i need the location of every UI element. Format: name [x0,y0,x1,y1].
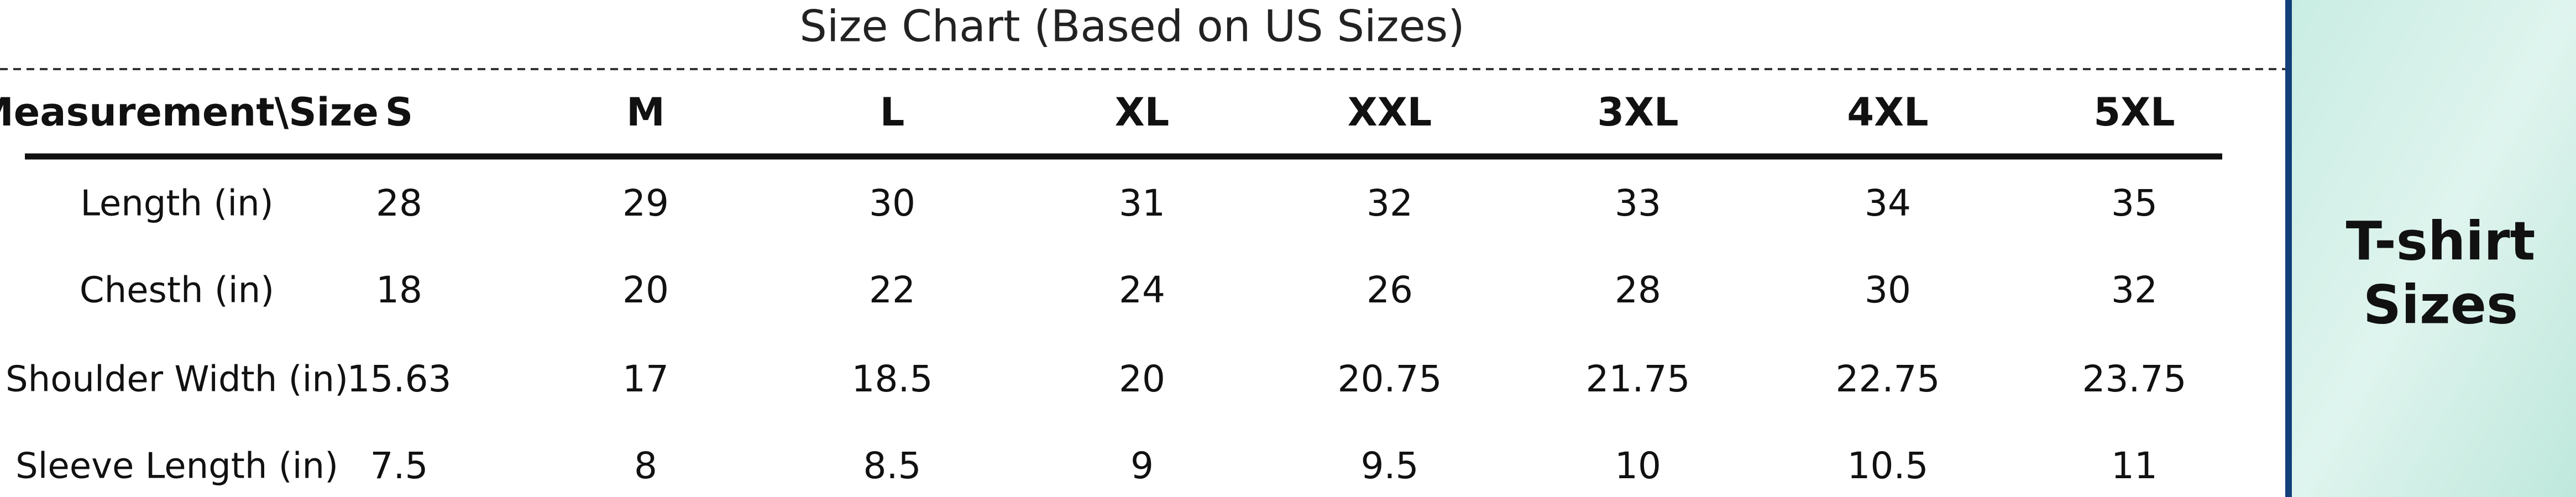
table-cell: 20 [1119,358,1165,400]
table-cell: 17 [622,358,669,400]
table-cell: 34 [1865,182,1911,224]
table-cell: 32 [2111,269,2158,311]
table-cell: 28 [376,182,422,224]
table-cell: 31 [1119,182,1165,224]
table-cell: 33 [1615,182,1661,224]
table-cell: 20 [622,269,669,311]
chart-title: Size Chart (Based on US Sizes) [799,2,1464,51]
side-border [2285,0,2292,497]
table-cell: 22.75 [1836,358,1940,400]
table-cell: 35 [2111,182,2158,224]
row-label: Chesth (in) [80,270,274,311]
table-cell: 7.5 [370,444,428,487]
table-cell: 8.5 [863,444,922,487]
header-cell: 5XL [2093,90,2175,135]
table-cell: 21.75 [1586,358,1690,400]
table-cell: 18 [376,269,422,311]
table-cell: 32 [1366,182,1413,224]
side-panel [2292,0,2576,497]
row-label: Length (in) [80,184,273,224]
table-cell: 15.63 [347,358,452,400]
row-label: Shoulder Width (in) [6,359,348,400]
table-cell: 29 [622,182,669,224]
table-cell: 23.75 [2082,358,2187,400]
table-cell: 20.75 [1338,358,1442,400]
table-cell: 8 [634,444,657,487]
side-title: T-shirt [2346,210,2536,272]
table-cell: 22 [869,269,915,311]
header-cell: XL [1115,90,1170,135]
table: Measurement\Size S M L XL XXL 3XL 4XL 5XL Length … [0,90,2186,487]
table-cell: 11 [2111,444,2158,487]
table-cell: 28 [1615,269,1661,311]
header-cell: Measurement\Size [0,90,379,135]
table-cell: 26 [1366,269,1413,311]
table-cell: 30 [1865,269,1911,311]
table-cell: 9 [1130,444,1154,487]
header-cell: XXL [1348,90,1432,135]
table-cell: 30 [869,182,915,224]
table-cell: 24 [1119,269,1165,311]
table-cell: 18.5 [852,358,933,400]
header-cell: 4XL [1847,90,1928,135]
side-title: Sizes [2363,274,2518,336]
header-cell: 3XL [1597,90,1678,135]
header-cell: L [880,90,905,135]
header-cell: S [385,90,413,135]
header-cell: M [626,90,665,135]
table-cell: 10 [1615,444,1661,487]
table-cell: 9.5 [1361,444,1419,487]
row-label: Sleeve Length (in) [15,446,338,487]
table-cell: 10.5 [1847,444,1929,487]
